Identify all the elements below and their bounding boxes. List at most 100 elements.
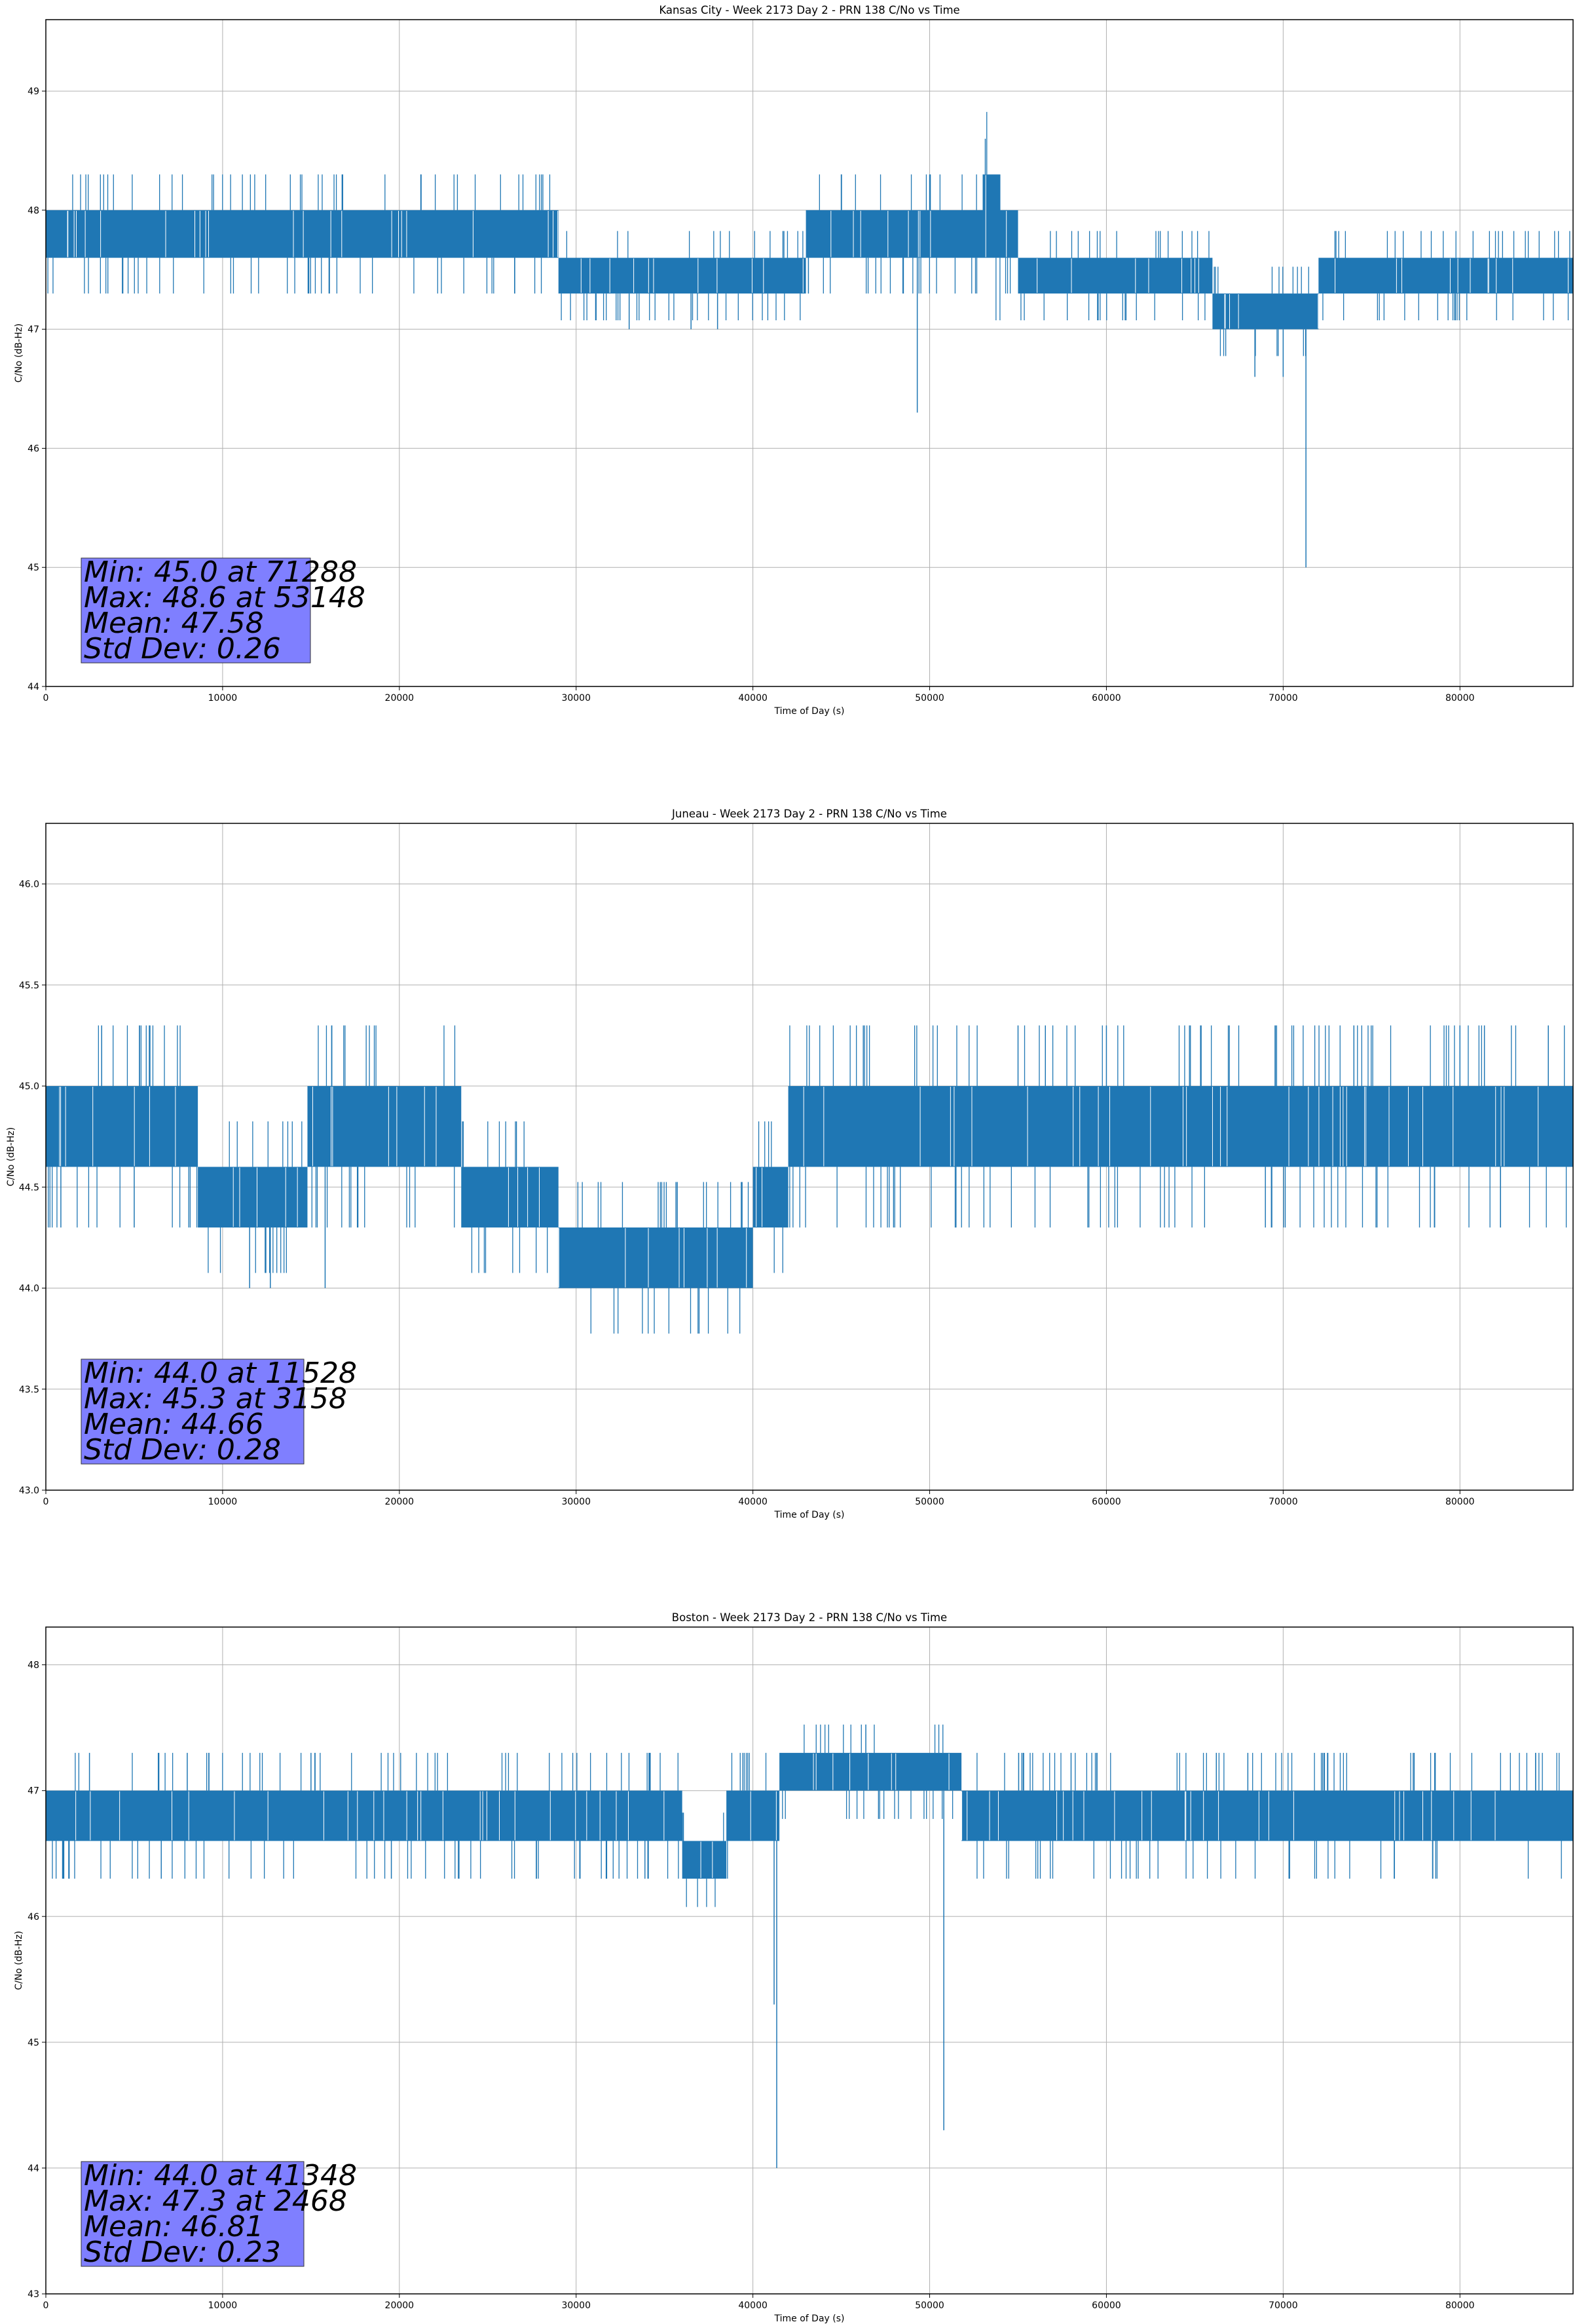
cno-band	[558, 1227, 753, 1288]
y-tick-label: 46.0	[19, 880, 39, 890]
y-tick-label: 46	[28, 443, 39, 454]
stats-min: Min: 45.0 at 71288	[84, 555, 357, 589]
x-tick-label: 40000	[738, 1497, 768, 1507]
cno-band	[726, 1790, 780, 1841]
y-axis-label: C/No (dB-Hz)	[6, 1127, 16, 1186]
subplot-kansas-city: 0 10000 20000 30000 40000 50000 60000 70000 8000…	[14, 4, 1574, 717]
x-tick-label: 30000	[561, 693, 591, 703]
y-axis-label: C/No (dB-Hz)	[14, 1931, 24, 1990]
plot-frame	[45, 1626, 1574, 2295]
stats-box-background	[81, 557, 311, 664]
y-tick-label: 45	[28, 563, 39, 573]
axis-ticks: 0 10000 20000 30000 40000 50000 60000 70000 8000…	[28, 1660, 1474, 2311]
y-tick-label: 48	[28, 1660, 39, 1671]
cno-band	[982, 174, 1001, 258]
y-tick-label: 44.0	[19, 1284, 39, 1294]
cno-band	[779, 1753, 962, 1791]
y-tick-label: 46	[28, 1912, 39, 1922]
axis-ticks: 0 10000 20000 30000 40000 50000 60000 70000 8000…	[19, 880, 1475, 1507]
cno-band	[1318, 257, 1573, 294]
cno-data-series	[46, 1724, 1573, 2168]
plot-frame	[45, 823, 1574, 1491]
x-tick-label: 80000	[1445, 693, 1475, 703]
y-tick-label: 45.0	[19, 1081, 39, 1092]
x-tick-label: 70000	[1269, 2300, 1298, 2311]
x-tick-label: 50000	[915, 2300, 944, 2311]
cno-band	[558, 257, 806, 294]
cno-band	[1212, 293, 1319, 329]
stats-std-dev: Std Dev: 0.23	[84, 2236, 281, 2269]
cno-band	[46, 1086, 198, 1167]
y-tick-label: 49	[28, 86, 39, 97]
y-axis-label: C/No (dB-Hz)	[14, 324, 24, 383]
x-tick-label: 30000	[561, 1497, 591, 1507]
x-tick-label: 40000	[738, 2300, 768, 2311]
stats-box: Min: 44.0 at 11528 Max: 45.3 at 3158 Mea…	[81, 1357, 357, 1467]
stats-mean: Mean: 46.81	[84, 2210, 264, 2243]
x-tick-label: 0	[43, 1497, 49, 1507]
x-tick-label: 80000	[1445, 2300, 1475, 2311]
x-tick-label: 70000	[1269, 693, 1298, 703]
cno-band	[788, 1086, 1573, 1167]
stats-box-background	[81, 2161, 305, 2267]
stats-box: Min: 45.0 at 71288 Max: 48.6 at 53148 Me…	[81, 555, 365, 665]
x-tick-label: 0	[43, 2300, 49, 2311]
cno-data-series	[46, 111, 1573, 568]
x-tick-label: 0	[43, 693, 49, 703]
plot-title: Boston - Week 2173 Day 2 - PRN 138 C/No …	[672, 1611, 947, 1624]
y-tick-label: 44	[28, 682, 39, 692]
stats-max: Max: 48.6 at 53148	[84, 581, 365, 614]
x-axis-label: Time of Day (s)	[774, 2314, 845, 2324]
y-tick-label: 47	[28, 1786, 39, 1797]
y-tick-label: 44.5	[19, 1182, 39, 1193]
stats-max: Max: 45.3 at 3158	[84, 1382, 347, 1415]
cno-band	[46, 1790, 682, 1841]
x-axis-label: Time of Day (s)	[774, 1510, 845, 1520]
x-tick-label: 10000	[208, 693, 238, 703]
x-tick-label: 70000	[1269, 1497, 1298, 1507]
x-tick-label: 40000	[738, 693, 768, 703]
x-tick-label: 60000	[1092, 693, 1121, 703]
y-tick-label: 48	[28, 206, 39, 216]
x-tick-label: 20000	[385, 693, 415, 703]
stats-mean: Mean: 47.58	[84, 607, 264, 640]
subplot-boston: 0 10000 20000 30000 40000 50000 60000 70000 8000…	[14, 1611, 1574, 2324]
y-tick-label: 43.0	[19, 1486, 39, 1496]
stats-box: Min: 44.0 at 41348 Max: 47.3 at 2468 Mea…	[81, 2159, 357, 2269]
stats-max: Max: 47.3 at 2468	[84, 2184, 347, 2218]
cno-band	[46, 210, 293, 258]
plot-title: Kansas City - Week 2173 Day 2 - PRN 138 …	[659, 4, 959, 16]
cno-band	[461, 1167, 559, 1228]
x-tick-label: 50000	[915, 693, 944, 703]
cno-band	[1000, 210, 1018, 258]
subplot-juneau: 0 10000 20000 30000 40000 50000 60000 70000 8000…	[6, 808, 1574, 1520]
cno-band	[961, 1790, 1573, 1841]
cno-band	[198, 1167, 308, 1228]
x-tick-label: 60000	[1092, 2300, 1121, 2311]
y-tick-label: 43	[28, 2289, 39, 2300]
cno-band	[806, 210, 983, 258]
stats-min: Min: 44.0 at 41348	[84, 2159, 357, 2192]
plot-title: Juneau - Week 2173 Day 2 - PRN 138 C/No …	[671, 808, 947, 820]
y-tick-label: 47	[28, 325, 39, 335]
y-tick-label: 45.5	[19, 981, 39, 991]
cno-band	[682, 1841, 727, 1879]
x-tick-label: 80000	[1445, 1497, 1475, 1507]
y-tick-label: 43.5	[19, 1385, 39, 1395]
y-tick-label: 44	[28, 2164, 39, 2174]
x-tick-label: 30000	[561, 2300, 591, 2311]
plot-frame	[45, 19, 1574, 687]
cno-band	[752, 1167, 788, 1228]
cno-band	[293, 210, 559, 258]
stats-min: Min: 44.0 at 11528	[84, 1357, 357, 1390]
stats-std-dev: Std Dev: 0.26	[84, 632, 281, 665]
x-tick-label: 10000	[208, 2300, 238, 2311]
axis-ticks: 0 10000 20000 30000 40000 50000 60000 70000 8000…	[28, 86, 1474, 703]
y-tick-label: 45	[28, 2038, 39, 2048]
cno-band	[307, 1086, 462, 1167]
x-tick-label: 20000	[385, 2300, 415, 2311]
stats-std-dev: Std Dev: 0.28	[84, 1433, 281, 1467]
cno-band	[1018, 257, 1213, 294]
cno-data-series	[46, 1025, 1573, 1334]
